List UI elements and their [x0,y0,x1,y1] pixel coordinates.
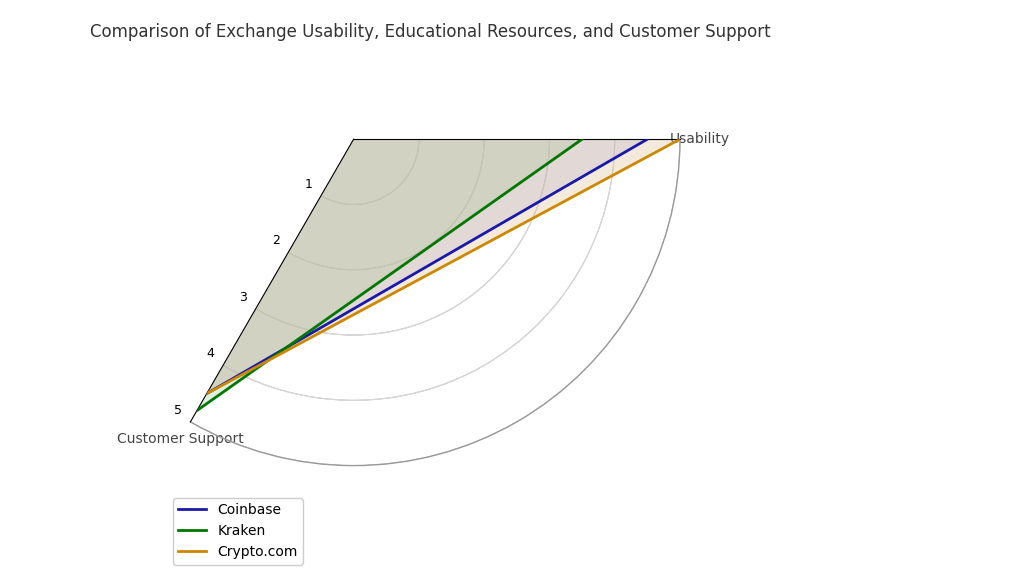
Legend: Coinbase, Kraken, Crypto.com: Coinbase, Kraken, Crypto.com [173,498,303,564]
Text: Comparison of Exchange Usability, Educational Resources, and Customer Support: Comparison of Exchange Usability, Educat… [90,23,770,41]
Polygon shape [207,0,647,393]
Polygon shape [197,0,582,411]
Polygon shape [207,0,680,393]
